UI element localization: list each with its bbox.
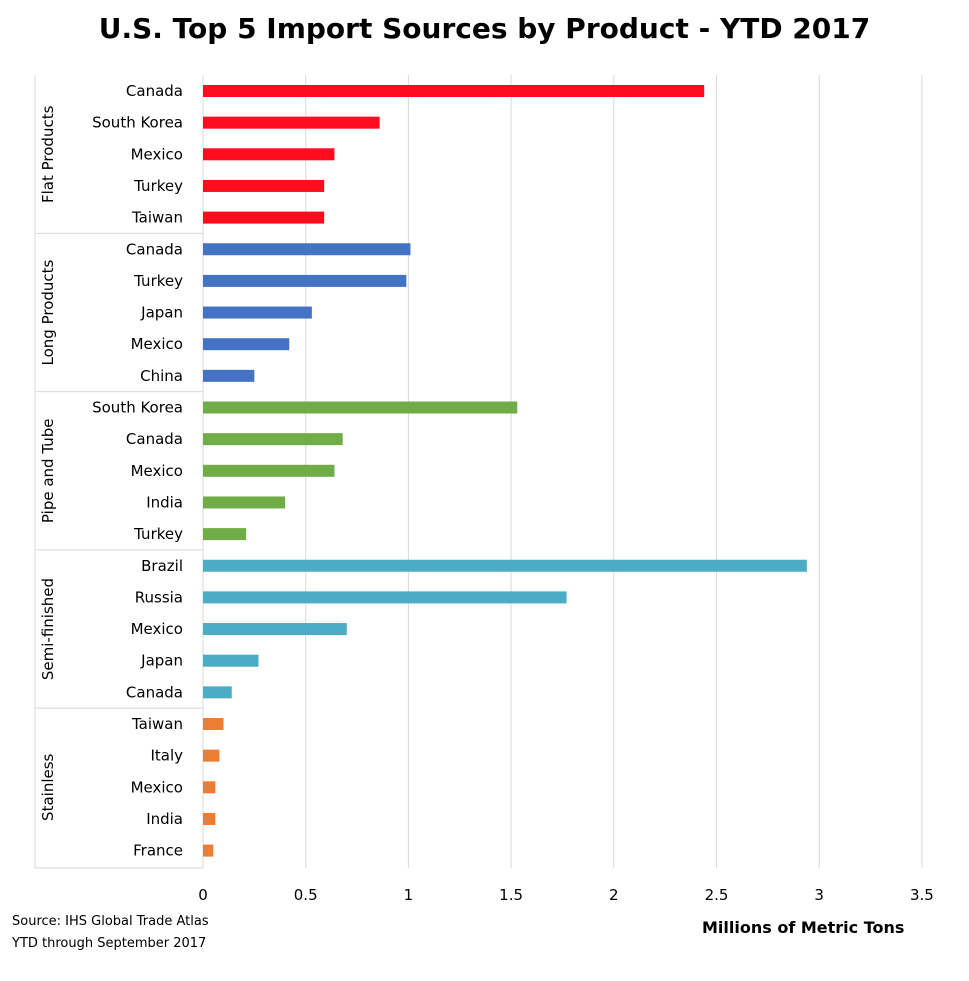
category-label: Taiwan <box>131 209 183 227</box>
bar <box>203 274 407 287</box>
bar <box>203 211 325 224</box>
bar <box>203 528 247 541</box>
category-label: Turkey <box>133 272 183 290</box>
category-label: India <box>146 810 183 828</box>
date-range-note: YTD through September 2017 <box>12 936 207 951</box>
x-tick-label: 3 <box>814 886 824 904</box>
category-label: Canada <box>126 240 183 258</box>
category-label: Canada <box>126 683 183 701</box>
category-label: China <box>140 367 183 385</box>
bar <box>203 179 325 192</box>
x-axis-title: Millions of Metric Tons <box>702 918 905 937</box>
category-label: Italy <box>150 747 183 765</box>
bar <box>203 686 232 699</box>
x-tick-label: 2 <box>609 886 619 904</box>
category-label: Turkey <box>133 525 183 543</box>
bar <box>203 433 343 446</box>
bar <box>203 401 518 414</box>
x-tick-label: 3.5 <box>910 886 934 904</box>
source-note: Source: IHS Global Trade Atlas <box>12 914 209 929</box>
x-tick-label: 2.5 <box>705 886 729 904</box>
bar <box>203 812 216 825</box>
bar <box>203 591 567 604</box>
category-label: South Korea <box>92 114 183 132</box>
bar <box>203 464 335 477</box>
group-label: Pipe and Tube <box>39 419 57 524</box>
category-label: Japan <box>140 652 183 670</box>
bar <box>203 369 255 382</box>
chart-title: U.S. Top 5 Import Sources by Product - Y… <box>98 12 871 45</box>
category-label: Canada <box>126 82 183 100</box>
bar <box>203 749 220 762</box>
bar <box>203 243 411 256</box>
bar <box>203 338 290 351</box>
bar <box>203 496 286 509</box>
group-label: Semi-finished <box>39 578 57 680</box>
category-label: Russia <box>135 588 183 606</box>
category-label: Turkey <box>133 177 183 195</box>
category-label: Mexico <box>131 620 183 638</box>
category-label: India <box>146 493 183 511</box>
bar <box>203 306 312 319</box>
category-label: South Korea <box>92 399 183 417</box>
bar <box>203 116 380 129</box>
bar <box>203 781 216 794</box>
bar <box>203 654 259 667</box>
group-label: Long Products <box>39 259 57 365</box>
category-label: Canada <box>126 430 183 448</box>
bar <box>203 85 705 97</box>
category-label: Taiwan <box>131 715 183 733</box>
category-label: Mexico <box>131 778 183 796</box>
x-tick-label: 0.5 <box>294 886 318 904</box>
category-label: Mexico <box>131 335 183 353</box>
category-label: Brazil <box>141 557 183 575</box>
category-label: Mexico <box>131 462 183 480</box>
bar <box>203 559 807 572</box>
group-label: Flat Products <box>39 105 57 203</box>
x-tick-label: 0 <box>198 886 208 904</box>
bar <box>203 718 224 730</box>
bar <box>203 148 335 161</box>
category-label: Mexico <box>131 145 183 163</box>
x-tick-label: 1 <box>404 886 414 904</box>
x-tick-label: 1.5 <box>499 886 523 904</box>
bar <box>203 623 347 636</box>
group-label: Stainless <box>39 753 57 820</box>
bar <box>203 844 214 857</box>
category-label: France <box>133 842 183 860</box>
category-label: Japan <box>140 304 183 322</box>
